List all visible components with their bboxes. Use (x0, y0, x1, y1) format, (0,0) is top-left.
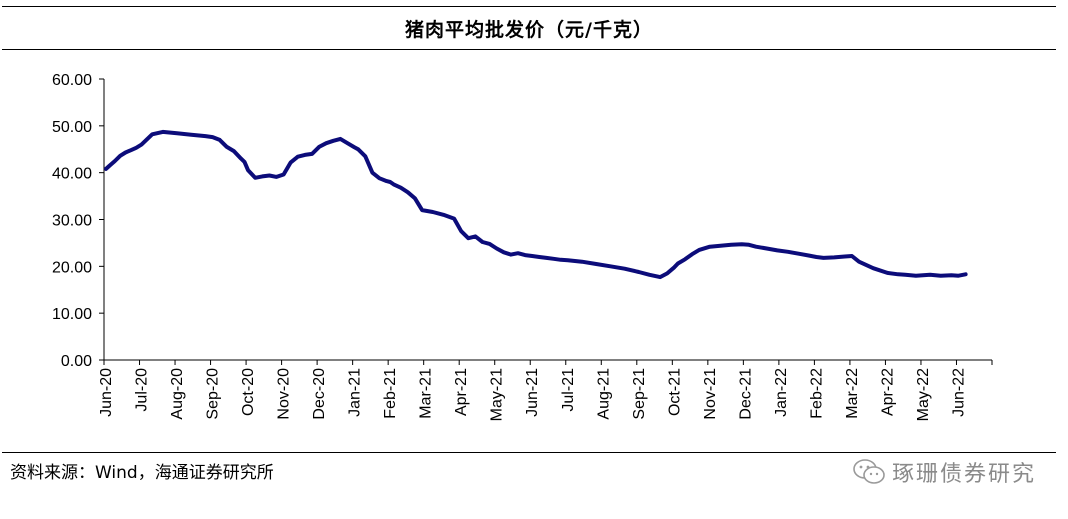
x-tick-label: Aug-20 (169, 368, 186, 420)
chart-title-bar: 猪肉平均批发价（元/千克） (2, 6, 1056, 50)
y-tick-label: 60.00 (52, 72, 92, 89)
x-tick-label: Dec-20 (311, 368, 328, 420)
bottom-divider (2, 452, 1056, 453)
y-tick-label: 40.00 (52, 166, 92, 183)
x-tick-label: Jul-20 (134, 368, 151, 412)
x-tick-label: Mar-21 (418, 368, 435, 419)
x-tick-label: Dec-21 (737, 368, 754, 420)
x-tick-label: Feb-21 (382, 368, 399, 419)
y-tick-label: 0.00 (61, 353, 92, 370)
watermark-text: 琢珊债券研究 (891, 462, 1036, 487)
x-tick-label: Jul-21 (560, 368, 577, 412)
x-tick-label: Nov-21 (702, 368, 719, 420)
x-tick-label: Aug-21 (595, 368, 612, 420)
x-tick-label: Jun-21 (524, 368, 541, 417)
y-tick-label: 20.00 (52, 259, 92, 276)
x-tick-label: Mar-22 (844, 368, 861, 419)
y-tick-label: 30.00 (52, 213, 92, 230)
x-tick-label: May-22 (915, 368, 932, 421)
x-tick-label: May-21 (489, 368, 506, 421)
x-tick-label: Jun-22 (950, 368, 967, 417)
x-tick-label: Oct-20 (240, 368, 257, 416)
watermark: 琢珊债券研究 (852, 456, 1036, 488)
source-note: 资料来源：Wind，海通证券研究所 (10, 463, 274, 483)
x-tick-label: Jan-21 (347, 368, 364, 417)
x-tick-label: Jun-20 (98, 368, 115, 417)
x-tick-label: Jan-22 (773, 368, 790, 417)
y-tick-label: 10.00 (52, 306, 92, 323)
chart-title: 猪肉平均批发价（元/千克） (405, 18, 653, 41)
x-tick-label: Nov-20 (276, 368, 293, 420)
x-tick-label: Oct-21 (666, 368, 683, 416)
x-tick-label: Apr-22 (879, 368, 896, 416)
x-tick-label: Sep-21 (631, 368, 648, 420)
x-tick-label: Sep-20 (205, 368, 222, 420)
x-tick-label: Feb-22 (808, 368, 825, 419)
x-tick-label: Apr-21 (453, 368, 470, 416)
y-tick-label: 50.00 (52, 119, 92, 136)
wechat-icon (853, 459, 885, 484)
series-line (104, 129, 968, 280)
pork-price-line-chart: 0.00 10.00 20.00 30.00 40.00 50.00 60.00 Jun-20… (52, 72, 993, 421)
